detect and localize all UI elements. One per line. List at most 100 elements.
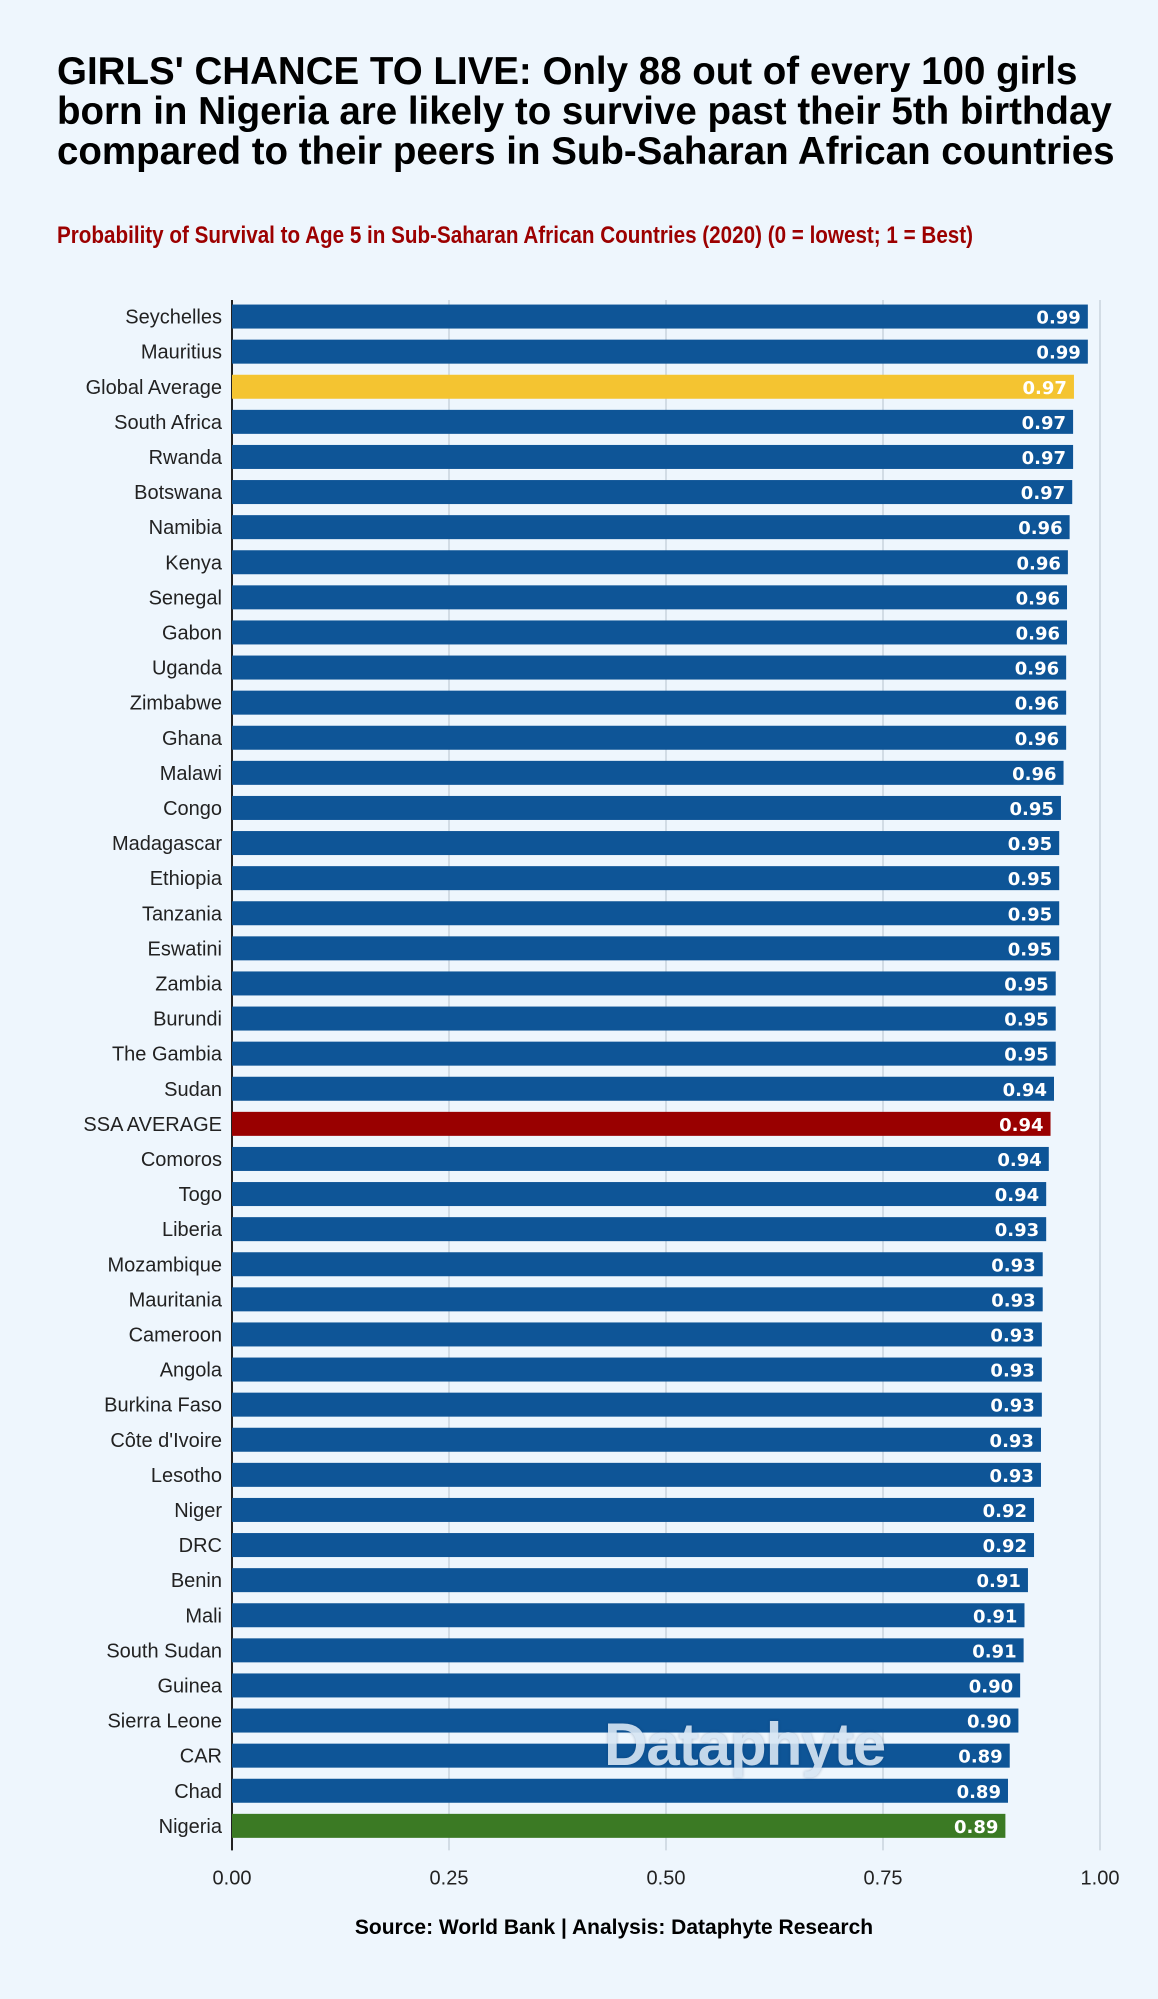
chart-title: GIRLS' CHANCE TO LIVE: Only 88 out of ev… — [57, 50, 1115, 173]
category-label: Nigeria — [159, 1816, 223, 1838]
value-label: 0.93 — [991, 1255, 1035, 1276]
bar — [232, 1533, 1035, 1558]
x-tick-label: 0.25 — [430, 1867, 469, 1889]
value-label: 0.96 — [1018, 518, 1062, 539]
bar — [232, 725, 1067, 750]
x-tick-label: 1.00 — [1081, 1867, 1120, 1889]
category-label: Congo — [163, 798, 222, 820]
category-label: Comoros — [141, 1149, 222, 1171]
bar — [232, 936, 1060, 961]
value-label: 0.94 — [1003, 1080, 1047, 1101]
category-label: Ethiopia — [150, 868, 223, 890]
bar — [232, 1603, 1025, 1628]
bar — [232, 1076, 1054, 1101]
bar — [232, 655, 1067, 680]
category-label: Global Average — [86, 377, 222, 399]
category-label: The Gambia — [112, 1044, 223, 1066]
bar — [232, 1146, 1049, 1171]
category-label: Benin — [171, 1570, 222, 1592]
value-label: 0.95 — [1008, 869, 1052, 890]
category-label: Kenya — [165, 552, 223, 574]
bar — [232, 550, 1068, 575]
value-label: 0.89 — [958, 1747, 1002, 1768]
value-label: 0.96 — [1015, 729, 1059, 750]
category-label: Niger — [174, 1500, 222, 1522]
bar — [232, 515, 1070, 540]
category-label: Malawi — [160, 763, 222, 785]
bar — [232, 1252, 1043, 1277]
value-label: 0.95 — [1008, 834, 1052, 855]
category-label: Namibia — [149, 517, 223, 539]
category-label: Cameroon — [129, 1324, 222, 1346]
category-label: Gabon — [162, 622, 222, 644]
category-label: Togo — [179, 1184, 222, 1206]
bar — [232, 690, 1067, 715]
value-label: 0.89 — [957, 1782, 1001, 1803]
value-label: 0.92 — [983, 1501, 1027, 1522]
category-label: Liberia — [162, 1219, 223, 1241]
x-axis-ticks: 0.00 0.25 0.50 0.75 1.00 — [213, 1867, 1120, 1889]
value-label: 0.95 — [1004, 1010, 1048, 1031]
value-label: 0.93 — [995, 1220, 1039, 1241]
value-label: 0.90 — [969, 1676, 1013, 1697]
value-label: 0.96 — [1016, 553, 1060, 574]
value-label: 0.90 — [967, 1712, 1011, 1733]
category-label: Mozambique — [107, 1254, 222, 1276]
bar — [232, 620, 1068, 645]
category-label: Côte d'Ivoire — [110, 1430, 222, 1452]
value-label: 0.95 — [1004, 1045, 1048, 1066]
value-label: 0.96 — [1016, 588, 1060, 609]
value-label: 0.96 — [1015, 694, 1059, 715]
value-label: 0.91 — [977, 1571, 1021, 1592]
value-label: 0.97 — [1021, 483, 1065, 504]
bar — [232, 374, 1074, 399]
bar — [232, 1778, 1008, 1803]
value-label: 0.95 — [1008, 939, 1052, 960]
bar — [232, 480, 1073, 505]
category-label: Sierra Leone — [107, 1711, 222, 1733]
value-label: 0.95 — [1004, 974, 1048, 995]
value-label: 0.97 — [1022, 413, 1066, 434]
value-label: 0.91 — [972, 1641, 1016, 1662]
bar — [232, 1006, 1056, 1031]
value-label: 0.95 — [1010, 799, 1054, 820]
bar — [232, 1182, 1047, 1207]
bar — [232, 760, 1064, 785]
bars: 0.99 0.99 0.97 0.97 0.97 0.97 0.96 0.96 0.96 0.96… — [232, 304, 1088, 1838]
bar — [232, 1638, 1024, 1663]
bar — [232, 866, 1060, 891]
bar — [232, 1813, 1006, 1838]
bar — [232, 1568, 1028, 1593]
category-label: Angola — [160, 1360, 223, 1382]
value-label: 0.92 — [983, 1536, 1027, 1557]
category-label: DRC — [179, 1535, 222, 1557]
bar — [232, 585, 1068, 610]
category-label: Zimbabwe — [130, 693, 222, 715]
bar — [232, 1217, 1047, 1242]
category-label: South Africa — [114, 412, 223, 434]
bar — [232, 1041, 1056, 1066]
category-label: Eswatini — [148, 938, 222, 960]
bar — [232, 1287, 1043, 1312]
value-label: 0.96 — [1016, 623, 1060, 644]
value-label: 0.91 — [973, 1606, 1017, 1627]
bar — [232, 1673, 1021, 1698]
bar — [232, 1708, 1019, 1733]
category-label: CAR — [180, 1746, 222, 1768]
category-label: Chad — [174, 1781, 222, 1803]
bar — [232, 795, 1061, 820]
value-label: 0.96 — [1015, 659, 1059, 680]
bar-chart: 0.99 0.99 0.97 0.97 0.97 0.97 0.96 0.96 0.96 0.96… — [83, 300, 1120, 1889]
category-label: Zambia — [155, 973, 223, 995]
category-label: Mali — [185, 1605, 222, 1627]
category-labels: Seychelles Mauritius Global Average South A… — [83, 307, 222, 1838]
bar — [232, 1392, 1042, 1417]
bar — [232, 409, 1074, 434]
value-label: 0.99 — [1036, 308, 1080, 329]
category-label: Madagascar — [112, 833, 222, 855]
category-label: SSA AVERAGE — [83, 1114, 222, 1136]
x-tick-label: 0.00 — [213, 1867, 252, 1889]
category-label: Mauritania — [129, 1289, 223, 1311]
bar — [232, 1111, 1051, 1136]
bar — [232, 339, 1088, 364]
